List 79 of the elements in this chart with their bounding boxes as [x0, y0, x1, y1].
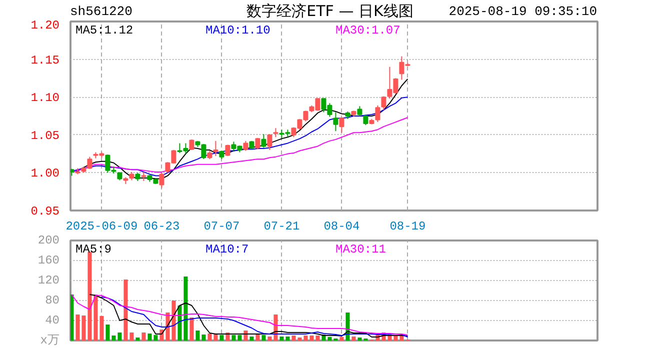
text: MA5:1.12	[76, 24, 134, 38]
text: MA10:1.10	[206, 24, 270, 38]
candlestick	[363, 114, 368, 126]
bar	[148, 334, 152, 340]
y-tick-label: 1.05	[30, 128, 60, 143]
bar	[280, 336, 284, 340]
x-tick-label: 2025-06-09	[66, 220, 138, 234]
candlestick	[339, 117, 344, 134]
bar	[220, 335, 224, 340]
y-tick-label: 40	[45, 314, 60, 328]
bar	[292, 336, 296, 340]
bar	[112, 336, 116, 340]
bar	[358, 338, 362, 340]
bar	[130, 332, 134, 340]
bar	[286, 336, 290, 340]
bar	[178, 306, 182, 340]
bar	[298, 338, 302, 340]
candlestick	[273, 128, 278, 138]
bar	[190, 318, 194, 340]
bar	[94, 294, 98, 340]
bar	[232, 335, 236, 340]
x-tick-label: 08-04	[324, 220, 360, 234]
y-tick-label: 0.95	[30, 204, 60, 218]
candlestick	[333, 112, 338, 132]
bar	[262, 335, 266, 340]
bar	[76, 314, 80, 340]
y-tick-label: 1.15	[30, 53, 60, 68]
bar	[250, 336, 254, 340]
bar	[310, 336, 314, 340]
candlestick	[261, 134, 266, 148]
y-tick-label: 1.20	[30, 18, 60, 32]
bar	[202, 334, 206, 340]
bar	[106, 324, 110, 340]
candlestick	[267, 134, 272, 151]
text: MA10:7	[206, 242, 249, 256]
x-tick-label: 08-19	[390, 220, 426, 234]
bar	[142, 332, 146, 340]
line-series	[71, 117, 408, 172]
bar	[394, 336, 398, 340]
bar	[184, 276, 188, 340]
bar	[88, 252, 92, 340]
text: sh561220	[70, 3, 132, 21]
bar	[172, 300, 176, 340]
bar	[118, 332, 122, 340]
bar	[352, 336, 356, 340]
candlestick	[159, 172, 164, 188]
y-tick-label: 80	[45, 294, 60, 308]
candlestick	[141, 171, 146, 182]
bar	[340, 337, 344, 340]
y-tick-label: 160	[38, 254, 60, 268]
x-tick-label: 07-21	[264, 220, 300, 234]
bar	[316, 336, 320, 340]
text: MA30:1.07	[336, 24, 400, 38]
y-tick-label: x万	[40, 334, 60, 348]
y-tick-label: 120	[38, 274, 60, 288]
candlestick	[213, 140, 218, 157]
bar	[304, 336, 308, 340]
chart-title: 数字经济ETF — 日K线图	[246, 2, 414, 20]
y-tick-label: 1.00	[30, 166, 60, 181]
bar	[100, 316, 104, 340]
bar	[154, 335, 158, 340]
candlestick	[357, 106, 362, 116]
bar	[70, 294, 74, 340]
bar	[268, 336, 272, 340]
y-tick-label: 1.10	[30, 91, 60, 106]
bar	[208, 334, 212, 340]
text: 2025-08-19 09:35:10	[448, 3, 597, 21]
text: MA5:9	[76, 242, 112, 256]
bar	[82, 316, 86, 340]
text: MA30:11	[336, 242, 386, 256]
x-tick-label: 06-23	[144, 220, 180, 234]
bar	[328, 337, 332, 340]
y-tick-label: 200	[38, 234, 60, 248]
bar	[124, 280, 128, 340]
bar	[136, 338, 140, 340]
candlestick	[243, 140, 248, 152]
bar	[196, 330, 200, 340]
bar	[238, 335, 242, 340]
x-tick-label: 07-07	[204, 220, 240, 234]
